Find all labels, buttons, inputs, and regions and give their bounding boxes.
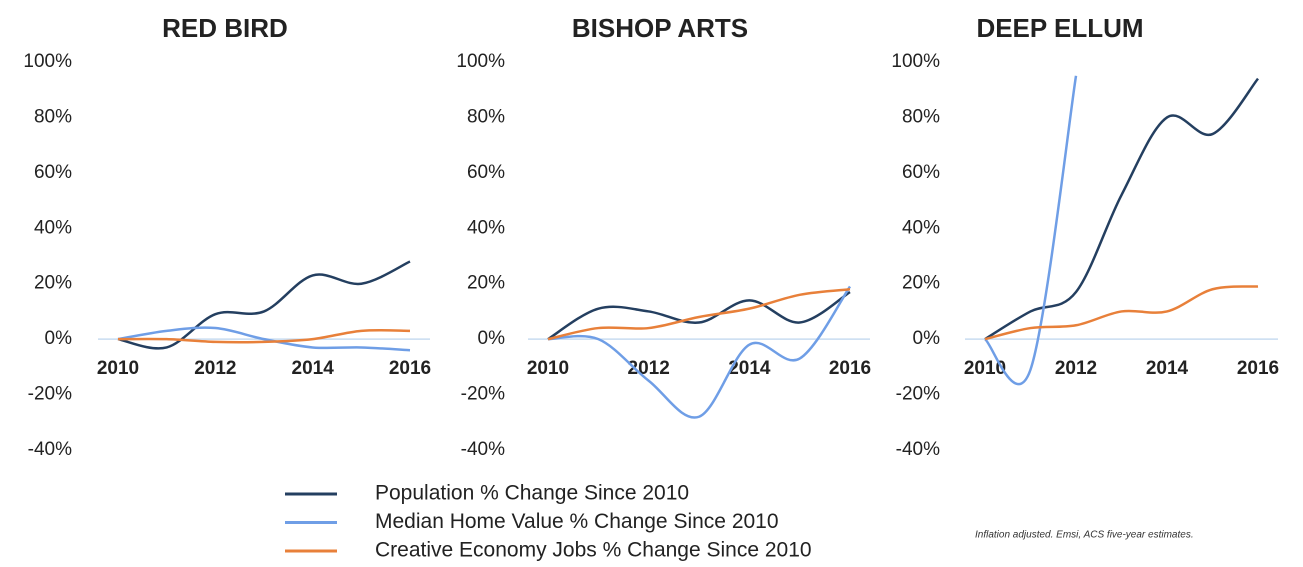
y-tick-label: 40% [467,217,505,238]
y-tick-label: 80% [902,106,940,127]
y-tick-label: -20% [28,384,72,405]
y-tick-label: -40% [28,439,72,460]
source-note: Inflation adjusted. Emsi, ACS five-year … [975,530,1194,541]
series-line [984,285,1259,341]
series-line [117,328,411,344]
y-tick-label: 0% [45,328,73,349]
x-tick-label: 2012 [628,358,670,379]
y-tick-label: -20% [461,384,505,405]
y-tick-label: 60% [902,162,940,183]
x-tick-label: 2014 [728,358,771,379]
y-tick-label: 40% [902,217,940,238]
y-tick-label: 60% [34,162,72,183]
x-tick-label: 2010 [527,358,569,379]
y-tick-label: 80% [34,106,72,127]
legend-label: Population % Change Since 2010 [375,482,689,505]
x-tick-label: 2016 [1237,358,1279,379]
y-tick-label: 0% [478,328,506,349]
x-tick-label: 2014 [1146,358,1189,379]
x-tick-label: 2016 [389,358,431,379]
series-line [117,260,411,350]
series-line [984,75,1078,386]
y-tick-label: 0% [913,328,941,349]
series-line [984,77,1259,341]
y-tick-label: 20% [34,273,72,294]
legend-label: Median Home Value % Change Since 2010 [375,510,779,533]
x-tick-label: 2012 [1055,358,1097,379]
y-tick-label: 40% [34,217,72,238]
x-tick-label: 2012 [194,358,236,379]
x-tick-label: 2010 [97,358,139,379]
series-line [117,326,411,352]
y-tick-label: 100% [456,51,505,72]
series-line [547,285,852,419]
y-tick-label: 80% [467,106,505,127]
series-line [547,290,851,341]
chart-title: DEEP ELLUM [976,13,1143,43]
y-tick-label: 100% [891,51,940,72]
y-tick-label: -20% [896,384,940,405]
y-tick-label: 20% [467,273,505,294]
chart-title: RED BIRD [162,13,288,43]
x-tick-label: 2010 [964,358,1006,379]
x-tick-label: 2016 [829,358,871,379]
y-tick-label: 60% [467,162,505,183]
y-tick-label: 100% [23,51,72,72]
y-tick-label: -40% [896,439,940,460]
chart-title: BISHOP ARTS [572,13,748,43]
y-tick-label: 20% [902,273,940,294]
x-tick-label: 2014 [292,358,335,379]
legend-label: Creative Economy Jobs % Change Since 201… [375,539,812,562]
y-tick-label: -40% [461,439,505,460]
series-line [547,288,851,341]
